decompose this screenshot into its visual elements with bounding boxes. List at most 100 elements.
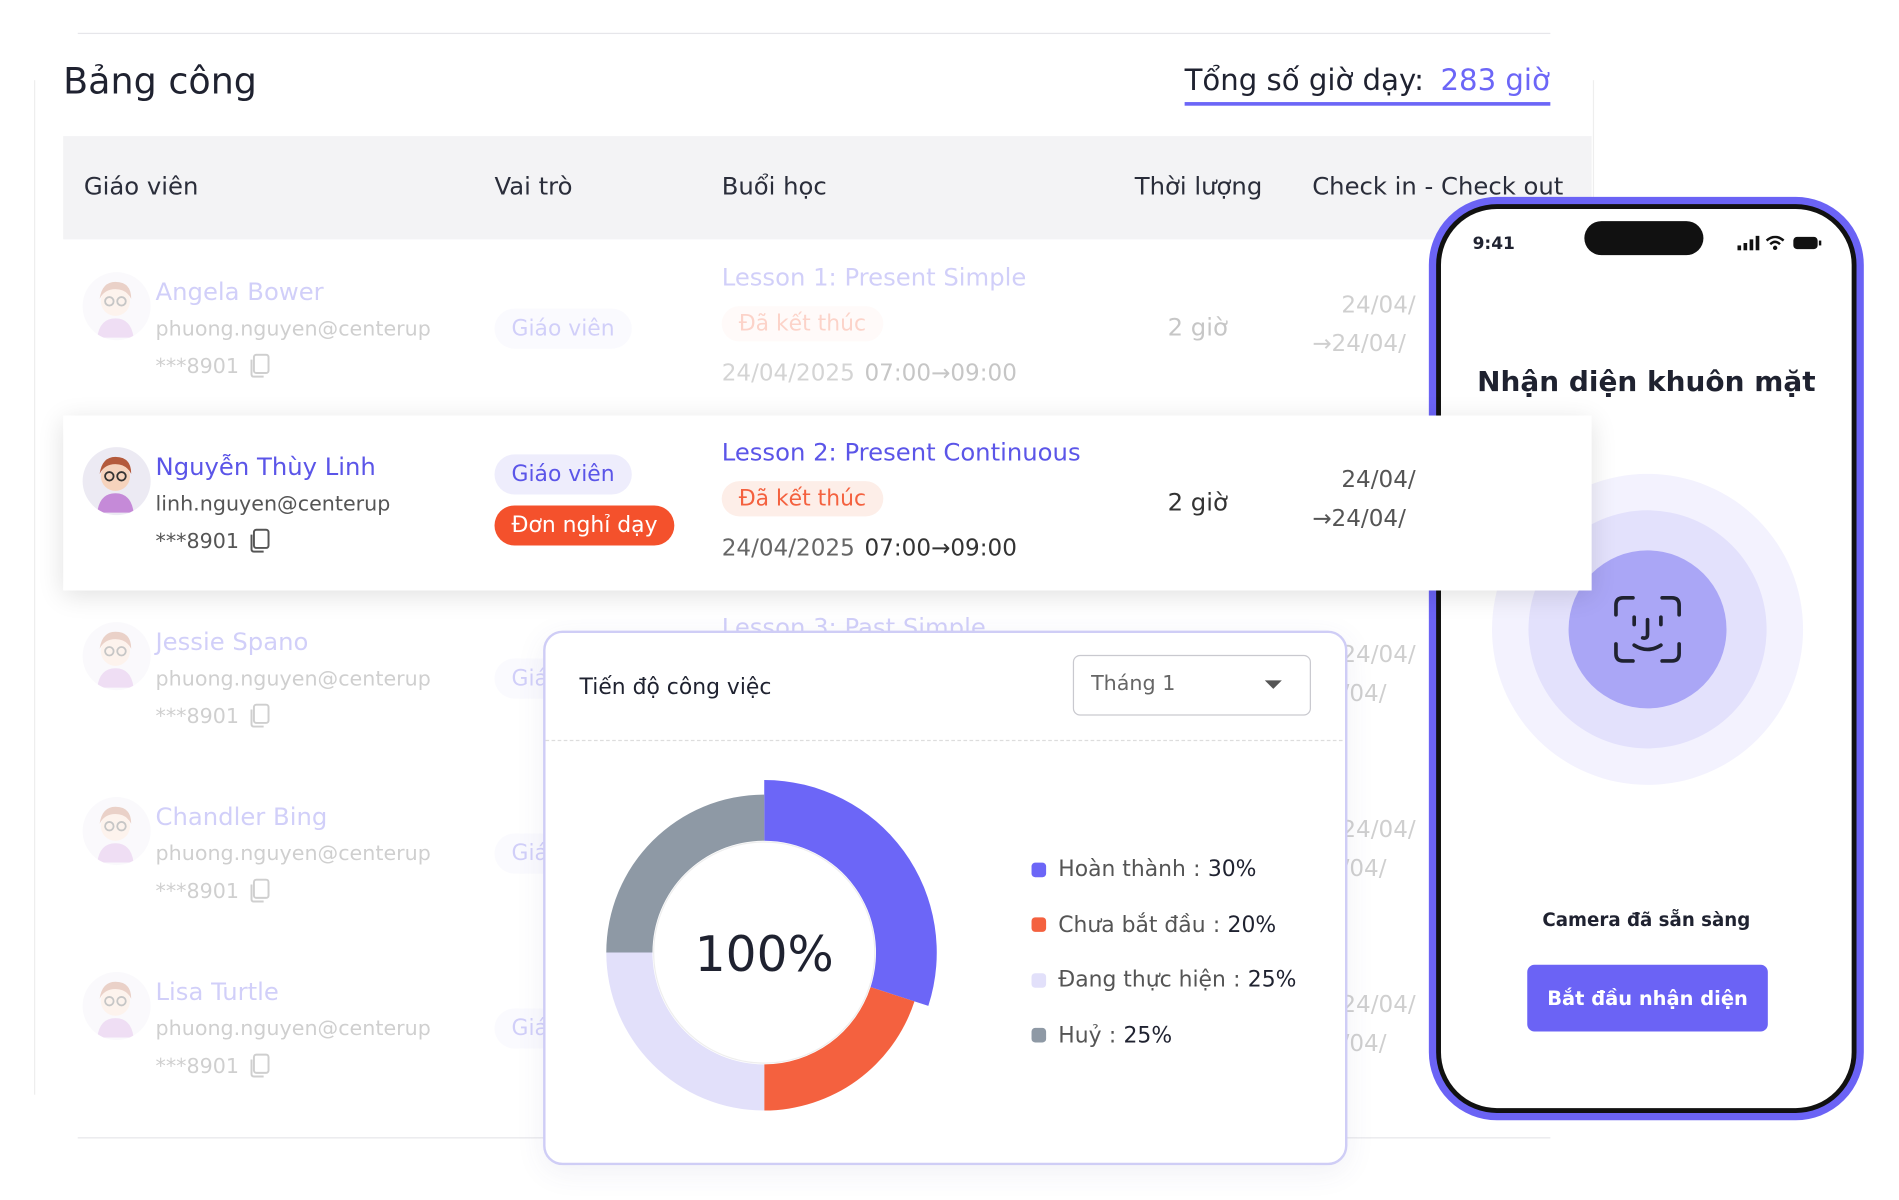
teacher-phone: ***8901 xyxy=(155,529,240,555)
legend-item: Hoàn thành:30% xyxy=(1031,856,1257,883)
legend-value: 30% xyxy=(1207,856,1257,883)
status-time: 9:41 xyxy=(1472,234,1515,254)
donut-segment xyxy=(764,987,915,1111)
legend-value: 25% xyxy=(1123,1022,1173,1048)
teacher-email: phuong.nguyen@centerup xyxy=(155,667,431,692)
check-out: →24/04/ xyxy=(1312,330,1406,358)
column-header: Buổi học xyxy=(721,171,827,201)
check-in: 24/04/ xyxy=(1341,816,1416,844)
legend-swatch xyxy=(1031,917,1047,932)
total-value: 283 giờ xyxy=(1440,63,1550,98)
teacher-email: phuong.nguyen@centerup xyxy=(155,317,431,342)
phone-title: Nhận diện khuôn mặt xyxy=(1477,366,1816,399)
copy-icon[interactable] xyxy=(248,703,270,732)
legend-separator: : xyxy=(1212,911,1221,938)
teacher-name: Angela Bower xyxy=(155,277,324,307)
teacher-email: phuong.nguyen@centerup xyxy=(155,1016,431,1042)
legend-separator: : xyxy=(1193,856,1201,883)
legend-separator: : xyxy=(1108,1022,1117,1048)
lesson-date: 24/04/2025 xyxy=(721,534,855,562)
leave-badge[interactable]: Đơn nghỉ dạy xyxy=(494,505,675,546)
lesson-time: 07:00→09:00 xyxy=(864,359,1017,387)
legend-name: Huỷ xyxy=(1058,1022,1102,1048)
progress-card: Tiến độ công việc Tháng 1 100% Hoàn thàn… xyxy=(543,630,1348,1166)
copy-icon[interactable] xyxy=(248,528,270,558)
lesson-status: Đã kết thúc xyxy=(721,306,884,342)
donut-hole xyxy=(653,841,876,1064)
divider xyxy=(77,32,1551,35)
phone-screen: 9:41 Nhận diện khuôn mặt Camera đã sẵn s… xyxy=(1436,204,1857,1113)
column-header: Vai trò xyxy=(494,171,573,201)
total-hours: Tổng số giờ dạy: 283 giờ xyxy=(1184,63,1550,106)
lesson-datetime: 24/04/2025 07:00→09:00 xyxy=(722,535,1017,562)
lesson-time: 07:00→09:00 xyxy=(864,534,1017,562)
check-in: 24/04/ xyxy=(1341,291,1416,319)
donut-segment xyxy=(606,952,765,1111)
teacher-email: linh.nguyen@centerup xyxy=(155,492,391,517)
role-badge: Giáo viên xyxy=(494,454,632,495)
duration: 2 giờ xyxy=(1167,312,1228,342)
dropdown-arrow xyxy=(1264,680,1282,689)
table-header xyxy=(63,136,1592,240)
phone: 9:41 Nhận diện khuôn mặt Camera đã sẵn s… xyxy=(1428,196,1864,1121)
lesson-datetime: 24/04/2025 07:00→09:00 xyxy=(722,360,1017,387)
lesson-title: Lesson 2: Present Continuous xyxy=(721,437,1081,467)
avatar xyxy=(82,797,151,866)
divider xyxy=(1592,80,1595,202)
legend-swatch xyxy=(1031,972,1047,988)
donut-chart: 100% xyxy=(606,780,937,1111)
legend-item: Chưa bắt đầu:20% xyxy=(1031,911,1276,938)
role-badge: Giáo viên xyxy=(494,308,632,349)
avatar xyxy=(82,622,151,691)
teacher-email: phuong.nguyen@centerup xyxy=(155,841,431,867)
center-label: 100% xyxy=(695,927,834,983)
period-select[interactable]: Tháng 1 xyxy=(1072,654,1311,716)
copy-icon[interactable] xyxy=(248,878,270,907)
copy-icon[interactable] xyxy=(248,1053,270,1082)
teacher-name: Nguyễn Thùy Linh xyxy=(155,451,376,482)
column-header: Thời lượng xyxy=(1134,171,1263,201)
lesson-date: 24/04/2025 xyxy=(721,359,855,387)
teacher-phone: ***8901 xyxy=(155,704,240,729)
card-title: Tiến độ công việc xyxy=(579,674,772,700)
check-in: 24/04/ xyxy=(1341,991,1416,1019)
check-out: →24/04/ xyxy=(1312,505,1406,533)
check-in: 24/04/ xyxy=(1341,466,1416,494)
legend-swatch xyxy=(1031,862,1047,877)
table-row: Angela Bower phuong.nguyen@centerup ***890… xyxy=(63,241,1591,416)
page-title: Bảng công xyxy=(63,60,257,104)
column-header: Giáo viên xyxy=(83,171,199,201)
teacher-phone: ***8901 xyxy=(155,1054,240,1079)
avatar xyxy=(82,272,151,341)
lesson-status: Đã kết thúc xyxy=(721,481,884,517)
legend-item: Đang thực hiện:25% xyxy=(1031,967,1297,993)
teacher-name: Jessie Spano xyxy=(155,626,309,657)
teacher-phone: ***8901 xyxy=(155,354,240,380)
legend-name: Chưa bắt đầu xyxy=(1058,911,1206,938)
total-label: Tổng số giờ dạy: xyxy=(1184,63,1424,98)
duration: 2 giờ xyxy=(1167,487,1228,517)
legend-name: Đang thực hiện xyxy=(1058,967,1226,993)
card-divider xyxy=(545,739,1343,742)
table-row: Nguyễn Thùy Linh linh.nguyen@centerup ***8… xyxy=(63,415,1592,591)
avatar xyxy=(82,447,151,516)
teacher-name: Lisa Turtle xyxy=(155,976,279,1007)
column-header: Check in - Check out xyxy=(1312,171,1564,201)
donut-segment xyxy=(764,780,937,1006)
start-button[interactable]: Bắt đầu nhận diện xyxy=(1527,964,1768,1032)
period-value: Tháng 1 xyxy=(1091,671,1176,697)
legend-value: 25% xyxy=(1247,967,1297,993)
lesson-title: Lesson 1: Present Simple xyxy=(721,262,1027,292)
teacher-phone: ***8901 xyxy=(155,879,240,904)
legend-separator: : xyxy=(1233,967,1241,993)
copy-icon[interactable] xyxy=(248,353,270,383)
status-icons xyxy=(1737,235,1822,251)
legend-item: Huỷ:25% xyxy=(1031,1022,1173,1048)
check-in: 24/04/ xyxy=(1341,641,1416,669)
divider xyxy=(34,80,36,1095)
teacher-name: Chandler Bing xyxy=(155,801,328,832)
dynamic-island xyxy=(1584,221,1704,256)
camera-status: Camera đã sẵn sàng xyxy=(1542,908,1751,931)
